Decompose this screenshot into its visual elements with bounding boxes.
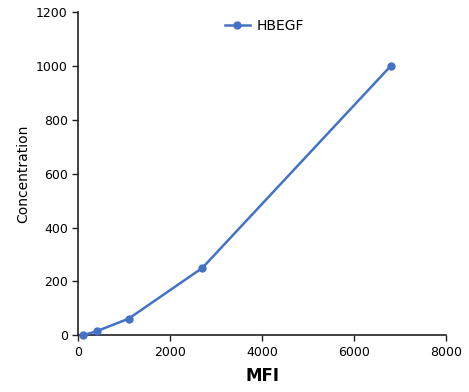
HBEGF — [94, 329, 99, 334]
Legend: HBEGF: HBEGF — [225, 19, 304, 33]
HBEGF — [80, 333, 85, 338]
HBEGF — [388, 64, 393, 68]
Line: HBEGF: HBEGF — [79, 62, 394, 339]
Y-axis label: Concentration: Concentration — [16, 124, 30, 223]
HBEGF — [199, 266, 205, 270]
X-axis label: MFI: MFI — [245, 367, 279, 385]
HBEGF — [126, 316, 132, 321]
